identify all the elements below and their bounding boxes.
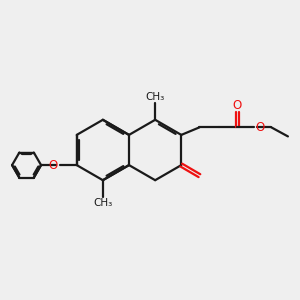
Text: O: O: [255, 121, 265, 134]
Text: CH₃: CH₃: [146, 92, 165, 101]
Text: CH₃: CH₃: [93, 199, 112, 208]
Text: O: O: [49, 159, 58, 172]
Text: O: O: [232, 99, 242, 112]
